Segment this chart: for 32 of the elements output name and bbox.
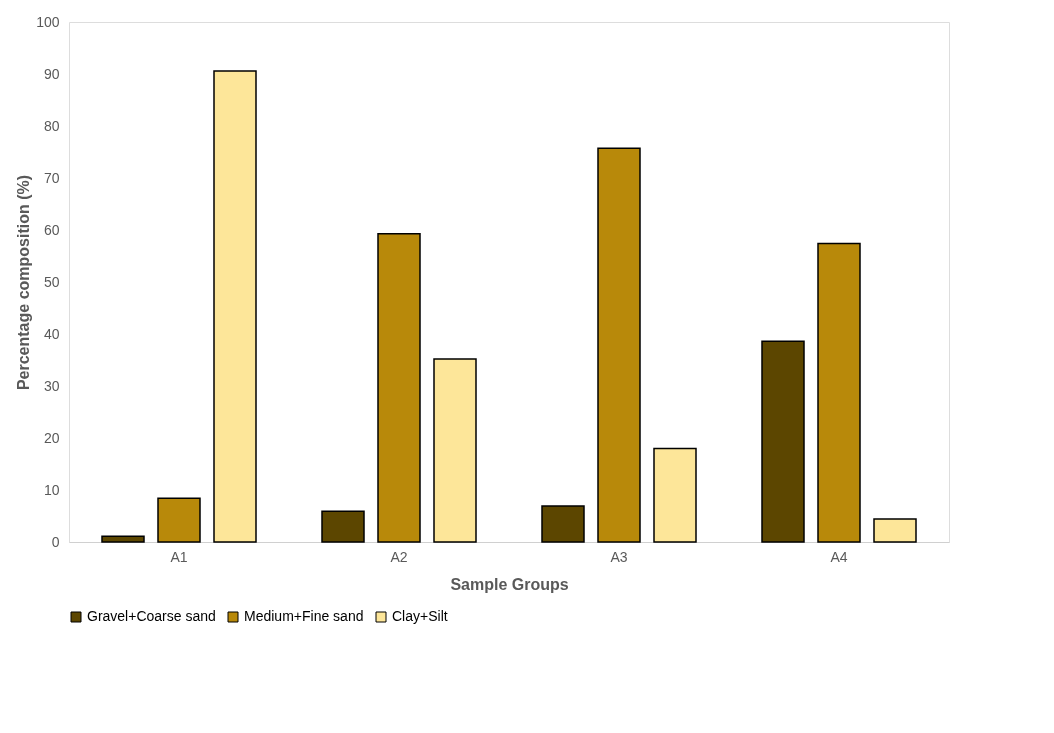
bar (157, 497, 201, 543)
bar (433, 358, 477, 543)
y-tick-label: 80 (43, 117, 60, 134)
y-tick-label: 40 (43, 325, 60, 342)
x-tick-label: A2 (390, 548, 408, 565)
y-tick-label: 100 (36, 13, 60, 30)
y-tick-label: 0 (51, 533, 60, 550)
bar (377, 232, 421, 543)
bar (213, 70, 257, 543)
y-tick-label: 90 (43, 65, 60, 82)
y-axis-title: Percentage composition (%) (15, 174, 33, 391)
x-tick-label: A4 (830, 548, 848, 565)
bar (541, 505, 585, 543)
bar (653, 447, 697, 543)
y-tick-label: 60 (43, 221, 60, 238)
bar (873, 518, 917, 543)
y-tick-label: 30 (43, 377, 60, 394)
bar (597, 147, 641, 543)
bar (761, 340, 805, 543)
bar (321, 510, 365, 543)
x-tick-label: A1 (170, 548, 188, 565)
legend-label: Gravel+Coarse sand (87, 608, 216, 624)
y-tick-label: 20 (43, 429, 60, 446)
legend-label: Clay+Silt (392, 608, 448, 624)
y-tick-label: 70 (43, 169, 60, 186)
bar (817, 242, 861, 543)
x-axis-title: Sample Groups (450, 575, 569, 593)
y-tick-label: 50 (43, 273, 60, 290)
y-tick-label: 10 (43, 481, 60, 498)
legend-label: Medium+Fine sand (244, 608, 364, 624)
x-tick-label: A3 (610, 548, 628, 565)
bar (101, 535, 145, 543)
